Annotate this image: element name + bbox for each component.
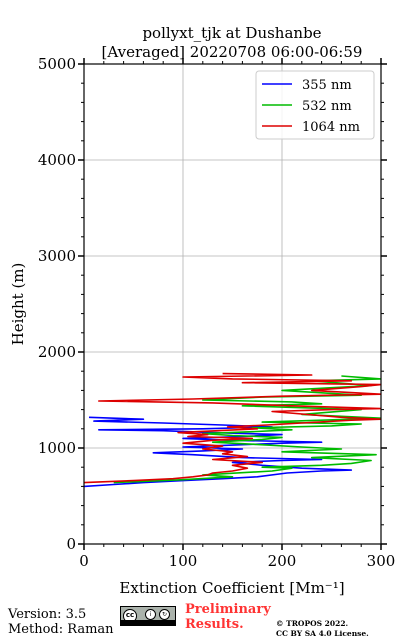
preliminary-line2: Results. <box>185 617 244 632</box>
legend: 355 nm 532 nm 1064 nm <box>255 70 375 140</box>
cc-by-sa-logo-icon: cc i ↻ <box>120 606 176 626</box>
y-tick-label: 5000 <box>38 55 76 73</box>
plot-frame <box>83 63 382 545</box>
series-line-532-nm <box>113 375 381 484</box>
copyright-line1: © TROPOS 2022. <box>276 619 349 628</box>
x-axis-label: Extinction Coefficient [Mm⁻¹] <box>119 579 344 597</box>
legend-entry: 355 nm <box>302 78 352 93</box>
preliminary-line1: Preliminary <box>185 602 271 617</box>
x-tick-label: 100 <box>169 552 198 570</box>
copyright-line2: CC BY SA 4.0 License. <box>276 629 369 638</box>
legend-entry: 1064 nm <box>302 120 360 135</box>
y-tick-label: 4000 <box>38 151 76 169</box>
legend-entry: 532 nm <box>302 99 352 114</box>
x-tick-label: 0 <box>79 552 89 570</box>
series-lines <box>84 372 381 488</box>
legend-box <box>255 70 375 140</box>
y-tick-label: 1000 <box>38 439 76 457</box>
y-axis-label: Height (m) <box>9 263 27 346</box>
series-line-1064-nm <box>84 372 381 484</box>
x-tick-label: 200 <box>268 552 297 570</box>
chart-title-line1: pollyxt_tjk at Dushanbe <box>142 24 321 42</box>
y-tick-label: 2000 <box>38 343 76 361</box>
y-tick-label: 3000 <box>38 247 76 265</box>
method-text: Method: Raman <box>8 622 114 637</box>
x-tick-label: 300 <box>367 552 396 570</box>
copyright-notice: © TROPOS 2022. CC BY SA 4.0 License. <box>276 619 369 639</box>
preliminary-results: Preliminary Results. <box>185 602 271 632</box>
version-text: Version: 3.5 <box>8 607 87 622</box>
series-line-355-nm <box>84 416 353 488</box>
chart-title-line2: [Averaged] 20220708 06:00-06:59 <box>102 43 363 61</box>
y-tick-label: 0 <box>66 535 76 553</box>
